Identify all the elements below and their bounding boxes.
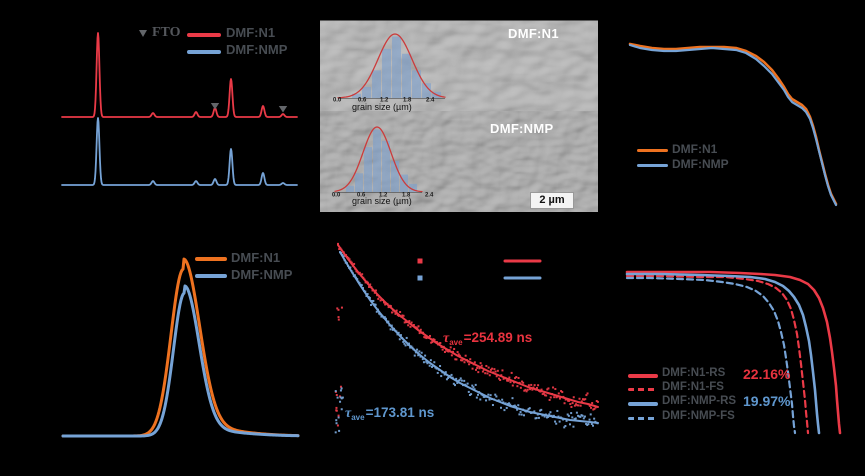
jv-legend-label-n1-rs: DMF:N1-RS	[662, 367, 726, 379]
pl-legend-line-n1	[195, 257, 227, 261]
jv-legend-line-n1-fs	[628, 388, 658, 391]
hist1-tick: 1.2	[380, 97, 389, 103]
hist2-tick: 0.0	[332, 192, 341, 198]
abs-legend-label-n1: DMF:N1	[672, 142, 718, 156]
fto-legend-label: FTO	[152, 25, 181, 40]
sem-image1-label: DMF:N1	[508, 26, 559, 41]
jv-legend-label-n1-fs: DMF:N1-FS	[662, 381, 724, 393]
jv-legend-line-nmp-rs	[628, 402, 658, 406]
xrd-legend-label-n1: DMF:N1	[226, 25, 276, 40]
tau-subscript: ave	[449, 338, 463, 347]
tau-subscript: ave	[351, 413, 365, 422]
panel-absorbance: DMF:N1 DMF:NMP	[590, 0, 865, 230]
xrd-legend-label-nmp: DMF:NMP	[226, 42, 288, 57]
efficiency-value-n1: 22.16%	[743, 366, 791, 382]
hist1-tick: 0.0	[333, 97, 342, 103]
sem-image2-label: DMF:NMP	[490, 121, 554, 136]
tau-label-nmp: τave=173.81 ns	[345, 405, 435, 422]
hist1-tick: 0.6	[358, 97, 367, 103]
jv-legend-line-nmp-fs	[628, 417, 658, 420]
tau-value: =173.81 ns	[365, 405, 435, 420]
abs-legend-label-nmp: DMF:NMP	[672, 157, 729, 171]
tau-symbol: τ	[443, 331, 450, 346]
hist2-tick: 1.2	[379, 192, 388, 198]
hist1-tick: 2.4	[426, 97, 435, 103]
jv-legend-label-nmp-fs: DMF:NMP-FS	[662, 410, 735, 422]
hist2-tick: 0.6	[357, 192, 366, 198]
pl-legend-line-nmp	[195, 274, 227, 278]
panel-trpl: τave=254.89 ns τave=173.81 ns	[300, 230, 600, 476]
jv-legend-line-n1-rs	[628, 374, 658, 378]
scale-bar: 2 µm	[530, 192, 574, 209]
hist2-xlabel: grain size (µm)	[352, 196, 412, 206]
tau-symbol: τ	[345, 406, 352, 421]
panel-xrd: FTO DMF:N1 DMF:NMP	[0, 0, 300, 230]
hist1-tick: 1.8	[403, 97, 412, 103]
abs-legend-line-nmp	[637, 164, 668, 167]
hist1-xlabel: grain size (µm)	[352, 102, 412, 112]
xrd-legend-line-n1	[187, 33, 221, 37]
pl-legend-label-nmp: DMF:NMP	[231, 267, 293, 282]
efficiency-value-nmp: 19.97%	[743, 393, 791, 409]
hist2-tick: 1.8	[402, 192, 411, 198]
abs-legend-line-n1	[637, 149, 668, 152]
fto-triangle-icon	[139, 30, 147, 37]
xrd-legend-line-nmp	[187, 50, 221, 54]
tau-label-n1: τave=254.89 ns	[443, 330, 533, 347]
jv-legend-label-nmp-rs: DMF:NMP-RS	[662, 395, 737, 407]
tau-value: =254.89 ns	[463, 330, 533, 345]
panel-jv: DMF:N1-RS DMF:N1-FS DMF:NMP-RS DMF:NMP-F…	[590, 230, 865, 476]
hist2-tick: 2.4	[425, 192, 434, 198]
pl-legend-label-n1: DMF:N1	[231, 250, 281, 265]
panel-sem: DMF:N1 DMF:NMP 2 µm 0.0 0.6 1.2 1.8 2.4 …	[300, 0, 600, 230]
panel-pl: DMF:N1 DMF:NMP	[0, 230, 300, 476]
